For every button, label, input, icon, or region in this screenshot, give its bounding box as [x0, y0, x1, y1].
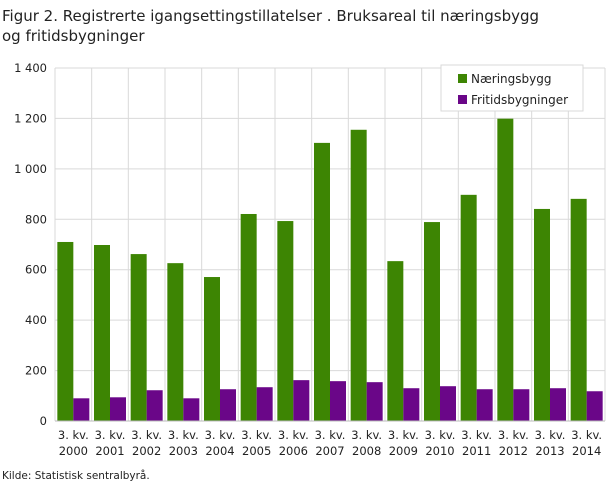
y-tick-label: 1 400 — [14, 61, 47, 75]
x-tick-label: 2000 — [59, 444, 88, 458]
x-tick-label: 3. kv. — [571, 428, 602, 442]
bar-fritidsbygninger — [550, 388, 566, 421]
bar-fritidsbygninger — [73, 398, 90, 421]
bar-naeringsbygg — [387, 261, 404, 421]
y-tick-label: 200 — [25, 364, 47, 378]
legend-swatch — [458, 95, 467, 104]
bar-naeringsbygg — [497, 118, 514, 421]
bar-fritidsbygninger — [366, 382, 383, 421]
bar-fritidsbygninger — [476, 389, 493, 421]
bar-naeringsbygg — [240, 213, 257, 421]
bar-naeringsbygg — [130, 254, 147, 421]
bar-fritidsbygninger — [440, 386, 456, 421]
bar-fritidsbygninger — [183, 398, 200, 421]
x-tick-label: 3. kv. — [131, 428, 162, 442]
bar-fritidsbygninger — [293, 380, 310, 421]
x-tick-label: 2006 — [279, 444, 308, 458]
x-tick-label: 3. kv. — [278, 428, 309, 442]
x-tick-label: 3. kv. — [425, 428, 456, 442]
x-tick-label: 3. kv. — [95, 428, 126, 442]
bar-naeringsbygg — [424, 222, 440, 421]
x-tick-label: 2002 — [132, 444, 161, 458]
bar-fritidsbygninger — [513, 389, 530, 421]
y-tick-label: 1 000 — [14, 162, 47, 176]
bar-naeringsbygg — [167, 263, 184, 421]
x-tick-label: 2012 — [499, 444, 528, 458]
bar-fritidsbygninger — [146, 390, 163, 421]
x-tick-label: 3. kv. — [498, 428, 529, 442]
x-tick-label: 3. kv. — [388, 428, 419, 442]
bar-fritidsbygninger — [403, 388, 420, 421]
x-tick-label: 3. kv. — [315, 428, 346, 442]
legend-label: Fritidsbygninger — [471, 93, 568, 107]
bar-naeringsbygg — [350, 129, 367, 421]
x-tick-label: 2005 — [242, 444, 271, 458]
bar-naeringsbygg — [277, 221, 294, 421]
x-tick-label: 3. kv. — [58, 428, 89, 442]
x-tick-label: 2004 — [205, 444, 234, 458]
x-tick-label: 2014 — [572, 444, 601, 458]
x-tick-label: 2007 — [315, 444, 344, 458]
y-tick-label: 1 200 — [14, 111, 47, 125]
x-tick-label: 2008 — [352, 444, 381, 458]
bar-fritidsbygninger — [220, 389, 236, 421]
x-tick-label: 3. kv. — [351, 428, 382, 442]
x-tick-label: 2010 — [425, 444, 454, 458]
y-tick-label: 400 — [25, 313, 47, 327]
x-tick-label: 3. kv. — [205, 428, 236, 442]
bar-fritidsbygninger — [586, 391, 603, 421]
x-tick-label: 3. kv. — [461, 428, 492, 442]
x-tick-label: 3. kv. — [241, 428, 272, 442]
x-tick-label: 3. kv. — [168, 428, 199, 442]
y-tick-label: 800 — [25, 212, 47, 226]
x-tick-label: 3. kv. — [535, 428, 566, 442]
bar-naeringsbygg — [94, 245, 110, 421]
bar-naeringsbygg — [57, 241, 74, 421]
x-tick-label: 2011 — [462, 444, 491, 458]
bar-naeringsbygg — [534, 208, 550, 421]
bar-fritidsbygninger — [110, 397, 126, 421]
x-tick-label: 2009 — [389, 444, 418, 458]
bar-fritidsbygninger — [256, 387, 273, 421]
chart-title: Figur 2. Registrerte igangsettingstillat… — [2, 7, 540, 45]
bar-naeringsbygg — [204, 277, 220, 421]
y-tick-label: 0 — [40, 414, 47, 428]
bar-naeringsbygg — [460, 194, 477, 421]
y-tick-label: 600 — [25, 263, 47, 277]
bar-fritidsbygninger — [330, 381, 346, 421]
x-tick-label: 2013 — [535, 444, 564, 458]
legend-swatch — [458, 74, 467, 83]
x-tick-label: 2003 — [169, 444, 198, 458]
legend-label: Næringsbygg — [471, 72, 551, 86]
bar-naeringsbygg — [570, 198, 587, 421]
x-tick-label: 2001 — [95, 444, 124, 458]
source-note: Kilde: Statistisk sentralbyrå. — [2, 470, 150, 482]
bar-naeringsbygg — [314, 142, 330, 422]
